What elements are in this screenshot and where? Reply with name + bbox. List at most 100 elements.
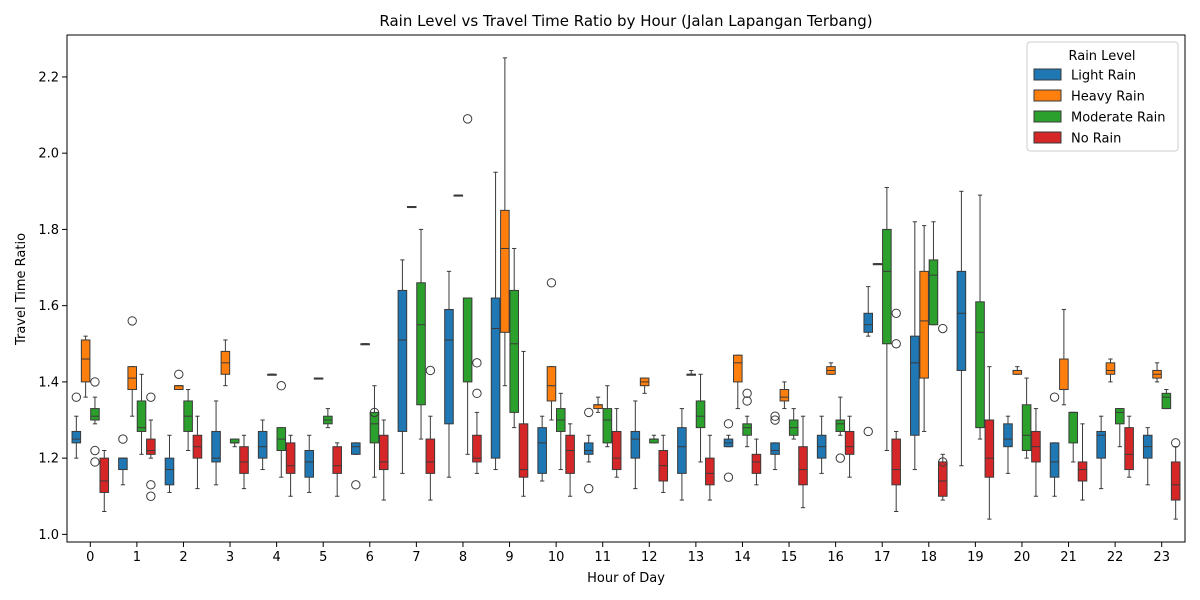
box-19 xyxy=(956,190,967,467)
box-iqr xyxy=(174,385,184,391)
outlier-point xyxy=(1049,392,1060,402)
outlier-point xyxy=(369,407,380,418)
outlier-point xyxy=(90,457,100,467)
box-22 xyxy=(1114,408,1125,448)
box-22 xyxy=(1096,415,1106,490)
box-2 xyxy=(183,389,193,452)
series-moderate-rain xyxy=(90,114,1172,478)
box-9 xyxy=(509,247,519,429)
box-5 xyxy=(323,408,333,429)
box-22 xyxy=(1105,358,1116,383)
box-iqr xyxy=(919,270,929,379)
x-tick-label: 6 xyxy=(366,550,374,565)
x-tick-label: 10 xyxy=(548,550,565,565)
legend-swatch xyxy=(1033,89,1062,102)
box-23 xyxy=(1170,438,1181,520)
x-tick-label: 3 xyxy=(226,550,234,565)
x-tick-label: 23 xyxy=(1153,550,1170,565)
box-17 xyxy=(872,263,883,266)
legend-frame xyxy=(1026,41,1179,152)
x-tick-label: 11 xyxy=(594,550,611,565)
outlier-point xyxy=(146,480,156,490)
box-iqr xyxy=(285,442,296,474)
legend-label: No Rain xyxy=(1071,132,1121,147)
box-17 xyxy=(882,186,892,452)
outlier-point xyxy=(146,491,156,501)
box-iqr xyxy=(611,430,622,471)
box-iqr xyxy=(537,427,547,474)
box-iqr xyxy=(304,450,315,478)
box-12 xyxy=(630,400,641,490)
box-4 xyxy=(267,373,277,376)
box-21 xyxy=(1059,308,1069,406)
box-iqr xyxy=(956,270,967,371)
box-iqr xyxy=(1068,411,1078,444)
box-iqr xyxy=(118,457,128,471)
box-iqr xyxy=(462,297,473,383)
box-iqr xyxy=(472,434,482,463)
outlier-point xyxy=(472,358,482,368)
box-16 xyxy=(835,396,846,463)
box-18 xyxy=(928,221,939,326)
outlier-point xyxy=(71,392,82,402)
box-iqr xyxy=(500,209,510,333)
box-6 xyxy=(360,343,370,346)
box-iqr xyxy=(239,446,249,474)
box-7 xyxy=(397,259,408,474)
box-7 xyxy=(425,365,436,501)
box-iqr xyxy=(1114,408,1125,425)
box-iqr xyxy=(397,289,408,432)
box-iqr xyxy=(332,446,342,474)
box-iqr xyxy=(146,438,156,455)
x-tick-label: 12 xyxy=(641,550,658,565)
box-13 xyxy=(695,373,706,463)
outlier-point xyxy=(770,411,780,421)
x-tick-label: 19 xyxy=(967,550,984,565)
outlier-point xyxy=(584,407,594,418)
series-heavy-rain xyxy=(80,57,1162,432)
box-23 xyxy=(1161,389,1172,410)
box-20 xyxy=(1012,366,1023,375)
box-iqr xyxy=(742,423,752,436)
box-20 xyxy=(1003,415,1013,474)
x-tick-label: 22 xyxy=(1107,550,1124,565)
outlier-point xyxy=(425,365,436,376)
y-tick-label: 1.8 xyxy=(38,223,59,238)
outlier-point xyxy=(938,457,948,467)
box-iqr xyxy=(1049,442,1060,478)
box-13 xyxy=(686,369,697,376)
box-iqr xyxy=(546,366,557,402)
box-13 xyxy=(677,408,687,501)
box-10 xyxy=(555,392,566,471)
outlier-point xyxy=(546,278,557,288)
box-20 xyxy=(1021,377,1032,459)
box-iqr xyxy=(425,438,436,474)
box-19 xyxy=(975,194,985,440)
legend-swatch xyxy=(1033,110,1062,123)
box-iqr xyxy=(378,434,389,471)
outlier-point xyxy=(1170,438,1181,448)
box-iqr xyxy=(99,457,110,493)
box-7 xyxy=(406,206,417,209)
box-iqr xyxy=(518,423,529,478)
x-tick-label: 4 xyxy=(272,550,280,565)
box-2 xyxy=(164,434,175,493)
box-11 xyxy=(611,408,622,478)
box-9 xyxy=(518,350,529,497)
box-3 xyxy=(229,438,240,448)
x-tick-label: 7 xyxy=(412,550,420,565)
box-iqr xyxy=(71,430,82,444)
box-12 xyxy=(639,377,650,394)
box-18 xyxy=(937,323,948,501)
y-tick-label: 1.4 xyxy=(38,375,59,390)
box-18 xyxy=(910,221,920,471)
box-23 xyxy=(1142,427,1153,486)
box-5 xyxy=(313,377,324,380)
box-iqr xyxy=(975,301,985,429)
box-2 xyxy=(192,415,203,490)
outlier-point xyxy=(742,396,752,406)
box-3 xyxy=(211,400,221,486)
box-iqr xyxy=(835,419,846,432)
box-10 xyxy=(537,415,547,482)
box-6 xyxy=(369,385,380,478)
